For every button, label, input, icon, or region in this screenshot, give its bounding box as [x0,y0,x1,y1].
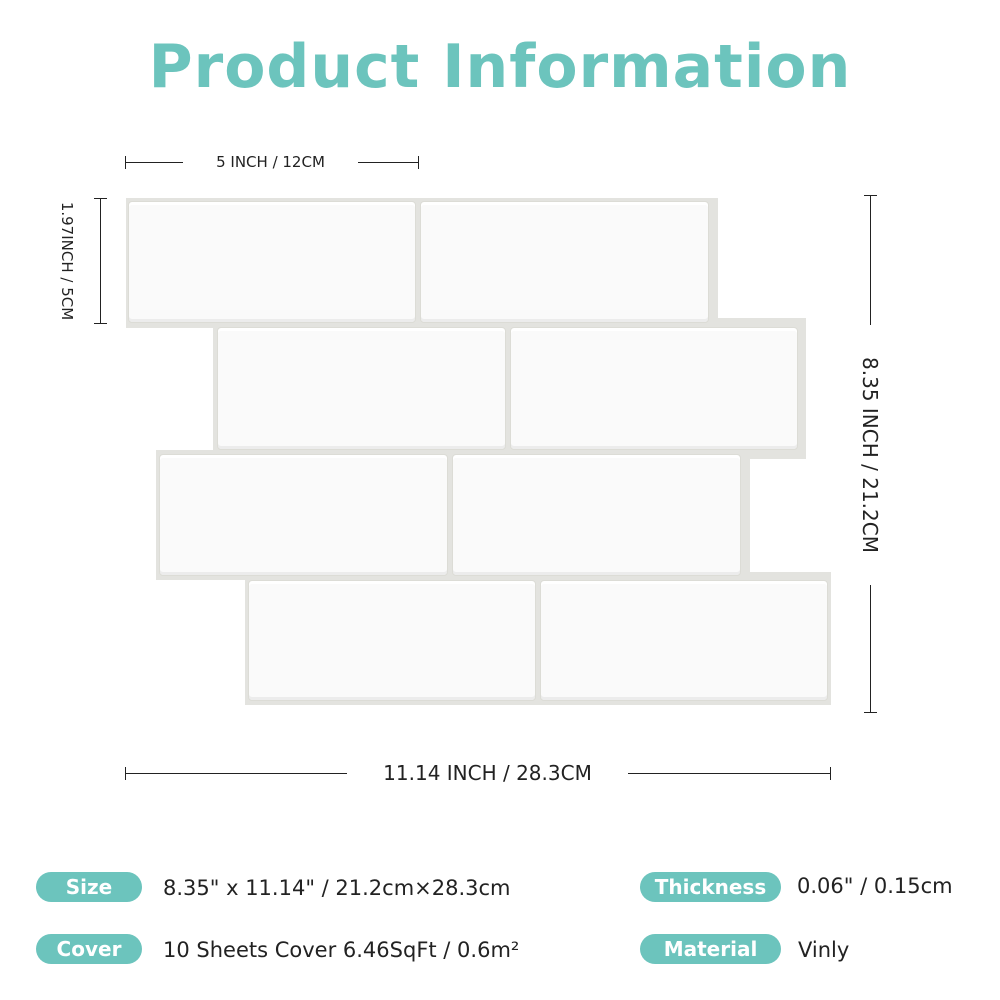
tile [452,454,741,576]
tile [420,201,709,323]
tile [128,201,416,323]
spec-label-material: Material [640,934,781,964]
spec-label-cover: Cover [36,934,142,964]
tile [159,454,448,576]
tile [248,580,536,701]
spec-value-size: 8.35" x 11.14" / 21.2cm×28.3cm [163,876,511,900]
tile [540,580,828,701]
spec-label-size: Size [36,872,142,902]
tile-height-label: 1.97INCH / 5CM [58,201,76,321]
spec-value-thickness: 0.06" / 0.15cm [797,874,953,898]
sheet-width-label: 11.14 INCH / 28.3CM [383,761,592,785]
spec-value-cover: 10 Sheets Cover 6.46SqFt / 0.6m² [163,938,520,962]
tile [510,327,798,450]
spec-label-thickness: Thickness [640,872,781,902]
page-title: Product Information [148,32,852,102]
sheet-height-label: 8.35 INCH / 21.2CM [858,357,882,553]
tile-width-label: 5 INCH / 12CM [216,153,325,171]
spec-value-material: Vinly [798,938,850,962]
tile [217,327,506,450]
